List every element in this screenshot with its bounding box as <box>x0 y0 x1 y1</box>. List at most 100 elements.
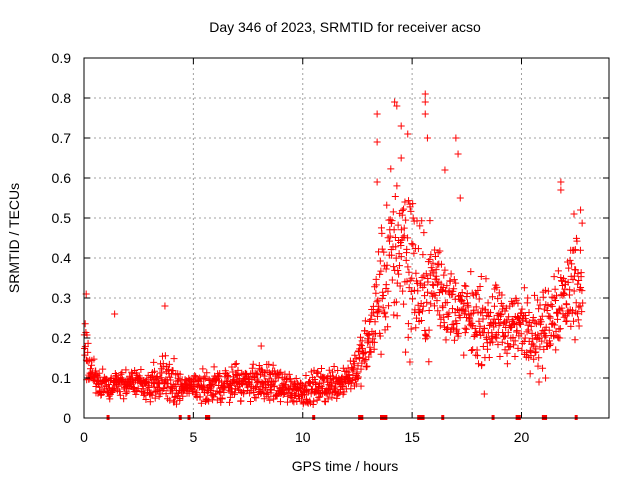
data-point <box>452 134 460 142</box>
y-tick-label: 0 <box>63 410 71 426</box>
data-point <box>549 320 557 328</box>
data-point <box>579 299 587 307</box>
data-point <box>508 300 516 308</box>
data-point <box>485 313 493 321</box>
data-point <box>283 398 291 406</box>
data-point <box>541 286 549 294</box>
data-point <box>161 352 169 360</box>
data-point <box>105 381 113 389</box>
data-point <box>210 363 218 371</box>
data-point <box>371 283 379 291</box>
data-point <box>424 278 432 286</box>
data-point <box>554 315 562 323</box>
data-point <box>306 378 314 386</box>
data-point <box>574 270 582 278</box>
data-point <box>500 333 508 341</box>
data-point <box>386 216 394 224</box>
data-point <box>476 322 484 330</box>
data-point <box>353 368 361 376</box>
data-point <box>116 388 124 396</box>
data-point <box>404 320 412 328</box>
data-point <box>252 384 260 392</box>
data-point <box>409 241 417 249</box>
data-point <box>81 320 89 328</box>
data-point <box>371 318 379 326</box>
data-point <box>503 316 511 324</box>
data-point <box>518 346 526 354</box>
data-point <box>514 344 522 352</box>
data-point <box>498 291 506 299</box>
data-point <box>351 351 359 359</box>
data-point <box>529 313 537 321</box>
chart-title: Day 346 of 2023, SRMTID for receiver acs… <box>209 19 481 35</box>
data-point <box>156 390 164 398</box>
data-point <box>390 311 398 319</box>
data-point <box>120 395 128 403</box>
data-point <box>524 294 532 302</box>
data-point <box>476 283 484 291</box>
data-point <box>260 395 268 403</box>
data-point <box>224 372 232 380</box>
data-point <box>84 357 92 365</box>
data-point <box>348 377 356 385</box>
data-point <box>535 378 543 386</box>
data-point <box>394 221 402 229</box>
data-point <box>390 226 398 234</box>
data-point <box>436 247 444 255</box>
data-point <box>563 301 571 309</box>
data-point <box>373 178 381 186</box>
data-point <box>378 245 386 253</box>
data-point <box>405 284 413 292</box>
data-point <box>462 325 470 333</box>
data-point <box>445 309 453 317</box>
data-point <box>356 333 364 341</box>
data-point <box>503 360 511 368</box>
data-point <box>517 320 525 328</box>
data-point <box>395 270 403 278</box>
data-point <box>482 275 490 283</box>
data-point <box>275 369 283 377</box>
data-point <box>577 269 585 277</box>
data-point <box>520 284 528 292</box>
data-point <box>265 360 273 368</box>
data-point <box>412 269 420 277</box>
data-point <box>95 369 103 377</box>
data-point <box>163 383 171 391</box>
data-point <box>376 270 384 278</box>
data-point <box>577 206 585 214</box>
data-point <box>382 281 390 289</box>
data-point <box>394 267 402 275</box>
data-point <box>576 246 584 254</box>
data-point <box>439 288 447 296</box>
data-point <box>369 335 377 343</box>
data-point <box>220 388 228 396</box>
data-point <box>426 217 434 225</box>
data-point <box>403 245 411 253</box>
data-point <box>528 335 536 343</box>
data-point <box>419 307 427 315</box>
data-point <box>99 365 107 373</box>
data-point <box>489 338 497 346</box>
data-point <box>424 288 432 296</box>
data-point <box>352 355 360 363</box>
data-point <box>539 364 547 372</box>
grid-lines <box>84 58 609 418</box>
data-point <box>463 290 471 298</box>
data-point <box>551 321 559 329</box>
data-point <box>414 301 422 309</box>
data-point <box>203 369 211 377</box>
data-point <box>382 313 390 321</box>
data-point <box>571 246 579 254</box>
data-point <box>504 328 512 336</box>
data-point <box>274 374 282 382</box>
data-point <box>561 285 569 293</box>
data-point <box>537 318 545 326</box>
data-point <box>151 394 159 402</box>
data-point <box>552 297 560 305</box>
data-point <box>404 263 412 271</box>
data-point <box>378 229 386 237</box>
data-point <box>471 325 479 333</box>
data-point <box>432 266 440 274</box>
data-point <box>356 341 364 349</box>
data-point <box>494 295 502 303</box>
